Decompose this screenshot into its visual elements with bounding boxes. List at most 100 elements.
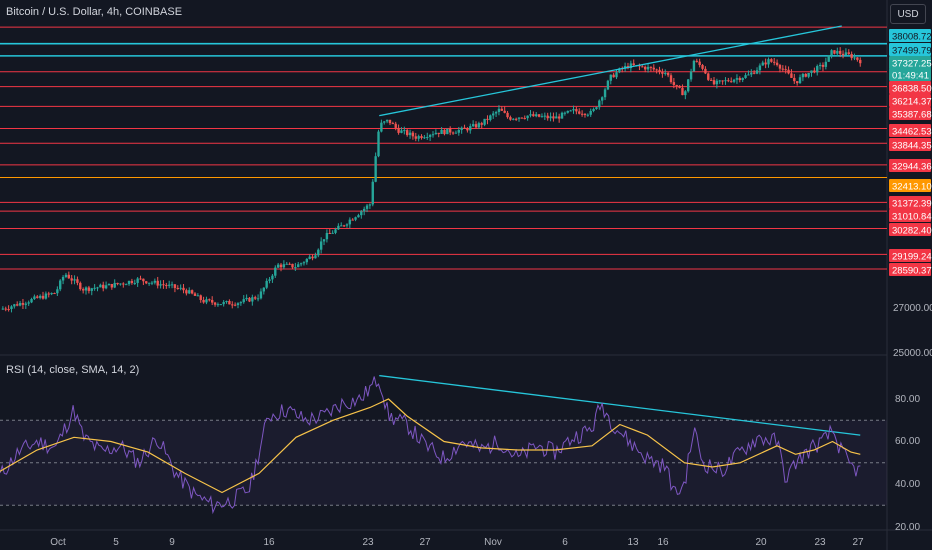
candle-body bbox=[764, 62, 767, 65]
candle-body bbox=[110, 283, 114, 288]
candle-body bbox=[778, 65, 782, 69]
candle-body bbox=[572, 109, 575, 111]
price-label-box bbox=[889, 209, 931, 222]
candle-body bbox=[718, 80, 721, 82]
symbol-title: Bitcoin / U.S. Dollar, 4h, COINBASE bbox=[6, 6, 183, 18]
candle-body bbox=[400, 130, 403, 133]
price-label-box bbox=[889, 43, 931, 56]
price-label-box bbox=[889, 81, 931, 94]
candle-body bbox=[454, 132, 458, 134]
candle-body bbox=[56, 289, 59, 294]
candle-body bbox=[411, 132, 415, 137]
price-label: 34462.53 bbox=[892, 127, 932, 138]
candle-body bbox=[408, 132, 412, 136]
candle-body bbox=[529, 114, 532, 116]
candle-body bbox=[486, 118, 489, 120]
rsi-trend-line bbox=[379, 374, 861, 436]
candle-body bbox=[466, 128, 469, 131]
time-axis-tick: 13 bbox=[627, 537, 639, 548]
candle-body bbox=[325, 233, 329, 240]
candle-body bbox=[443, 129, 446, 135]
candle-body bbox=[500, 108, 504, 111]
candle-body bbox=[557, 116, 561, 119]
candle-body bbox=[254, 297, 257, 299]
candle-body bbox=[190, 290, 194, 294]
candle-body bbox=[90, 288, 93, 291]
candle-body bbox=[801, 73, 805, 78]
candle-body bbox=[308, 256, 311, 259]
candle-body bbox=[93, 287, 96, 289]
candle-body bbox=[649, 66, 653, 68]
candle-body bbox=[383, 121, 386, 123]
price-label: 35387.68 bbox=[892, 110, 932, 121]
time-axis-tick: 9 bbox=[169, 537, 175, 548]
candle-body bbox=[113, 282, 116, 288]
candle-body bbox=[836, 50, 839, 54]
candle-body bbox=[727, 80, 730, 82]
candle-body bbox=[457, 129, 460, 133]
time-axis-tick: 20 bbox=[755, 537, 767, 548]
candle-body bbox=[463, 127, 466, 129]
price-series[interactable] bbox=[1, 47, 862, 313]
candle-body bbox=[159, 284, 162, 286]
candle-body bbox=[687, 79, 690, 92]
candle-body bbox=[563, 112, 567, 114]
candle-body bbox=[804, 73, 807, 77]
candle-body bbox=[512, 118, 515, 120]
candle-body bbox=[142, 278, 145, 282]
candle-body bbox=[222, 302, 225, 305]
candle-body bbox=[282, 264, 286, 268]
candle-body bbox=[357, 215, 360, 218]
price-label-box bbox=[889, 159, 931, 172]
candle-body bbox=[477, 123, 481, 128]
candle-body bbox=[18, 303, 22, 306]
price-label: 37499.79 bbox=[892, 46, 932, 57]
candle-body bbox=[612, 74, 615, 78]
candle-body bbox=[523, 118, 526, 120]
candle-body bbox=[228, 301, 231, 305]
candle-body bbox=[497, 108, 501, 113]
time-axis-tick: 16 bbox=[263, 537, 275, 548]
horizontal-level-lines[interactable] bbox=[0, 26, 887, 270]
candle-body bbox=[417, 136, 420, 139]
candle-body bbox=[208, 299, 211, 301]
candle-body bbox=[251, 297, 254, 302]
candle-body bbox=[196, 295, 200, 297]
candle-body bbox=[641, 66, 644, 68]
candle-body bbox=[13, 304, 16, 307]
candle-body bbox=[658, 69, 661, 73]
candle-body bbox=[4, 308, 7, 310]
candle-body bbox=[655, 69, 658, 71]
price-label-box bbox=[889, 249, 931, 262]
candle-body bbox=[202, 299, 205, 303]
candle-body bbox=[629, 63, 633, 69]
rsi-title: RSI (14, close, SMA, 14, 2) bbox=[6, 364, 140, 376]
currency-button[interactable]: USD bbox=[890, 4, 926, 24]
candle-body bbox=[348, 219, 352, 225]
candle-body bbox=[314, 255, 317, 259]
candle-body bbox=[661, 72, 664, 74]
candle-body bbox=[549, 116, 552, 119]
candle-body bbox=[165, 285, 168, 287]
trend-lines[interactable] bbox=[379, 25, 861, 436]
candle-body bbox=[773, 61, 776, 63]
candle-body bbox=[340, 225, 343, 227]
price-label: 32413.10 bbox=[892, 182, 932, 193]
candle-body bbox=[798, 77, 802, 84]
time-axis-tick: 23 bbox=[362, 537, 374, 548]
candle-body bbox=[360, 211, 363, 216]
candle-body bbox=[397, 127, 400, 133]
candle-body bbox=[609, 74, 612, 81]
axis-labels: Oct 5 9 16 23 27 Nov 6 13 16 20 23 27 27000.00 25000.0… bbox=[50, 303, 932, 548]
candle-body bbox=[735, 78, 739, 80]
candle-body bbox=[231, 304, 234, 306]
candle-body bbox=[721, 80, 724, 82]
rsi-series[interactable] bbox=[0, 376, 861, 515]
candle-body bbox=[239, 302, 243, 304]
candle-body bbox=[695, 60, 699, 62]
candle-body bbox=[856, 57, 859, 60]
candle-body bbox=[781, 68, 785, 70]
candle-body bbox=[248, 297, 251, 302]
price-label: 28590.37 bbox=[892, 266, 932, 277]
